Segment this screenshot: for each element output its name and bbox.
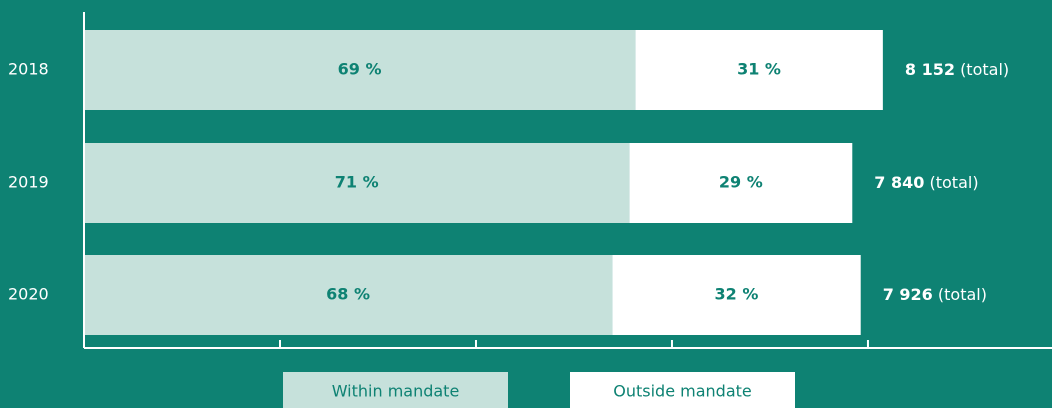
y-tick-label: 2018 xyxy=(8,60,49,79)
bar-segment xyxy=(84,30,636,110)
total-value: 7 840 xyxy=(874,173,924,192)
legend-swatch xyxy=(283,372,508,408)
data-label: 68 % xyxy=(326,285,370,304)
legend-label: Outside mandate xyxy=(613,382,751,401)
legend-label: Within mandate xyxy=(332,382,460,401)
bar-segment xyxy=(84,143,630,223)
total-suffix: (total) xyxy=(938,285,987,304)
bar-segment xyxy=(629,143,853,223)
bar-segment xyxy=(635,30,883,110)
total-label: 8 152 (total) xyxy=(905,60,1009,79)
total-label: 7 926 (total) xyxy=(883,285,987,304)
y-tick-label: 2020 xyxy=(8,285,49,304)
data-label: 31 % xyxy=(737,60,781,79)
data-label: 32 % xyxy=(715,285,759,304)
data-label: 71 % xyxy=(335,173,379,192)
total-value: 7 926 xyxy=(883,285,933,304)
legend-swatch xyxy=(570,372,795,408)
bar-segment xyxy=(84,255,613,335)
total-value: 8 152 xyxy=(905,60,955,79)
data-label: 29 % xyxy=(719,173,763,192)
y-tick-label: 2019 xyxy=(8,173,49,192)
total-suffix: (total) xyxy=(960,60,1009,79)
bar-segment xyxy=(612,255,861,335)
data-label: 69 % xyxy=(338,60,382,79)
total-suffix: (total) xyxy=(929,173,978,192)
total-label: 7 840 (total) xyxy=(874,173,978,192)
